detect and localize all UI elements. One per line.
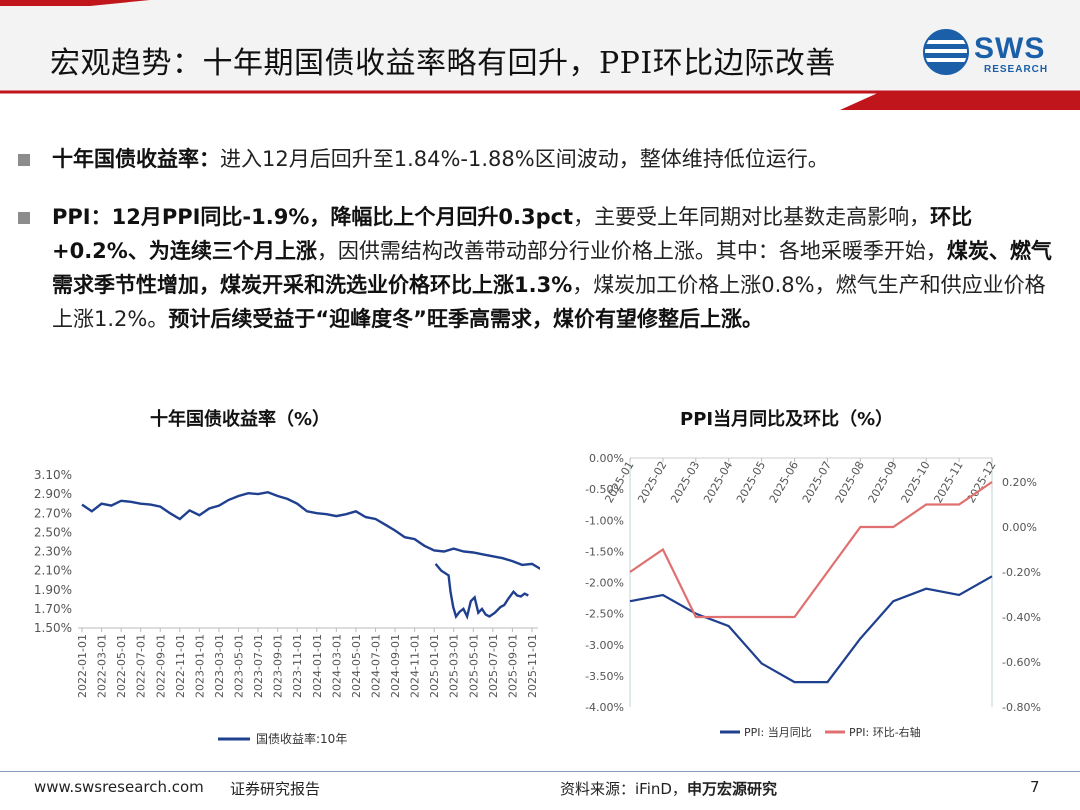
x-tick-label: 2023-01-01: [193, 634, 206, 698]
y-right-tick-label: -0.80%: [1002, 701, 1041, 714]
footer-website[interactable]: www.swsresearch.com: [34, 778, 204, 796]
y-right-tick-label: 0.20%: [1002, 476, 1037, 489]
sws-globe-icon: [923, 29, 969, 75]
x-tick-label: 2024-05-01: [350, 634, 363, 698]
bullet-marker: [18, 212, 30, 224]
chart-ppi: 0.00% -0.50% -1.00% -1.50% -2.00% -2.50% -3.00…: [585, 452, 1041, 739]
page-title: 宏观趋势：十年期国债收益率略有回升，PPI环比边际改善: [50, 46, 836, 81]
x-tick-label: 2024-11-01: [409, 634, 422, 698]
y-left-tick-label: -2.00%: [585, 577, 624, 590]
y-left-tick-label: -1.50%: [585, 545, 624, 558]
header-band: [0, 0, 1080, 110]
x-tick-label: 2022-05-01: [115, 634, 128, 698]
bullet-marker: [18, 154, 30, 166]
y-left-tick-label: -4.00%: [585, 701, 624, 714]
y-right-tick-label: -0.20%: [1002, 566, 1041, 579]
y-tick-label: 2.90%: [34, 487, 72, 501]
x-tick-label: 2024-09-01: [389, 634, 402, 698]
y-tick-label: 1.50%: [34, 621, 72, 635]
footer-source: 资料来源：iFinD，申万宏源研究: [560, 778, 777, 799]
bullet-head: PPI：12月PPI同比-1.9%，降幅比上个月回升0.3pct: [52, 205, 574, 229]
logo-text: SWS: [974, 32, 1046, 65]
x-tick-label: 2025-11-01: [526, 634, 539, 698]
x-tick-label: 2022-09-01: [154, 634, 167, 698]
bullet-ppi: PPI：12月PPI同比-1.9%，降幅比上个月回升0.3pct，主要受上年同期…: [18, 200, 1058, 336]
x-tick-label: 2023-07-01: [252, 634, 265, 698]
y-left-tick-label: 0.00%: [589, 452, 624, 465]
legend-label: 国债收益率:10年: [256, 731, 347, 746]
chart1-title: 十年国债收益率（%）: [150, 409, 331, 430]
y-right-tick-label: 0.00%: [1002, 521, 1037, 534]
footer-source-label: 资料来源：iFinD，: [560, 780, 687, 798]
bullet-emphasis: 环比+0.2%、为连续三个月上涨: [52, 205, 973, 263]
x-tick-label: 2025-07-01: [487, 634, 500, 698]
footer-line: [0, 771, 1080, 772]
x-tick-label: 2025-05-01: [467, 634, 480, 698]
bullet-head: 十年国债收益率：: [52, 147, 220, 171]
y-right-tick-label: -0.60%: [1002, 656, 1041, 669]
x-tick-label: 2023-09-01: [272, 634, 285, 698]
yield-line: [81, 490, 540, 571]
sws-logo: SWS RESEARCH: [922, 28, 1062, 78]
y-tick-label: 3.10%: [34, 468, 72, 482]
bullet-yield: 十年国债收益率：进入12月后回升至1.84%-1.88%区间波动，整体维持低位运…: [18, 142, 1058, 176]
y-right-tick-label: -0.40%: [1002, 611, 1041, 624]
x-tick-label: 2025-01-01: [428, 634, 441, 698]
bullet-text: ，因供需结构改善带动部分行业价格上涨。其中：各地采暖季开始，: [316, 239, 947, 263]
x-tick-label: 2023-05-01: [233, 634, 246, 698]
bullet-text: ，煤炭加工价格上涨0.8%，燃气生产和供应业价格上涨1.2%。: [52, 273, 1046, 331]
x-tick-label: 2024-03-01: [330, 634, 343, 698]
x-tick-label: 2024-01-01: [311, 634, 324, 698]
y-left-tick-label: -2.50%: [585, 608, 624, 621]
y-tick-label: 2.30%: [34, 545, 72, 559]
x-tick-label: 2025-10: [899, 459, 933, 505]
y-tick-label: 2.50%: [34, 525, 72, 539]
bullet-text: 进入12月后回升至1.84%-1.88%区间波动，整体维持低位运行。: [220, 147, 829, 171]
y-left-tick-label: -3.00%: [585, 639, 624, 652]
x-tick-label: 2022-11-01: [174, 634, 187, 698]
y-left-tick-label: -3.50%: [585, 670, 624, 683]
ppi-series-line-right: [629, 481, 993, 619]
x-tick-label: 2022-07-01: [135, 634, 148, 698]
x-tick-label: 2022-03-01: [96, 634, 109, 698]
x-tick-label: 2023-11-01: [291, 634, 304, 698]
x-tick-label: 2025-11: [931, 459, 965, 505]
y-tick-label: 2.70%: [34, 506, 72, 520]
yield-line-2025: [434, 563, 529, 621]
y-left-tick-label: -1.00%: [585, 514, 624, 527]
x-tick-label: 2023-03-01: [213, 634, 226, 698]
x-tick-label: 2025-05: [734, 459, 768, 505]
x-tick-label: 2022-01-01: [76, 634, 89, 698]
y-tick-label: 2.10%: [34, 564, 72, 578]
footer-source-bold: 申万宏源研究: [686, 780, 777, 798]
logo-sub: RESEARCH: [984, 64, 1049, 75]
y-tick-label: 1.90%: [34, 583, 72, 597]
chart2-title: PPI当月同比及环比（%）: [680, 409, 894, 430]
x-tick-label: 2025-09-01: [506, 634, 519, 698]
page-number: 7: [1030, 778, 1040, 796]
x-tick-label: 2025-02: [635, 459, 669, 505]
legend-label: PPI: 当月同比: [744, 725, 812, 739]
x-tick-label: 2025-08: [833, 459, 867, 505]
bullet-text: ，主要受上年同期对比基数走高影响，: [573, 205, 931, 229]
x-tick-label: 2025-03: [668, 459, 702, 505]
chart-bond-yield: 3.10% 2.90% 2.70% 2.50% 2.30% 2.10% 1.90% 1.70%…: [34, 468, 540, 746]
x-tick-label: 2024-07-01: [369, 634, 382, 698]
y-tick-label: 1.70%: [34, 602, 72, 616]
x-tick-label: 2025-06: [767, 459, 801, 505]
legend-label: PPI: 环比-右轴: [849, 725, 921, 739]
footer-report-type: 证券研究报告: [230, 780, 321, 798]
x-tick-label: 2025-07: [800, 459, 834, 505]
x-tick-label: 2025-09: [866, 459, 900, 505]
x-tick-label: 2025-03-01: [448, 634, 461, 698]
bullet-emphasis: 煤炭、燃气需求季节性增加，煤炭开采和洗选业价格环比上涨1.3%: [52, 239, 1052, 297]
x-tick-label: 2025-04: [701, 459, 735, 505]
bullet-emphasis: 预计后续受益于“迎峰度冬”旺季高需求，煤价有望修整后上涨。: [168, 307, 763, 331]
ppi-series-line-left: [629, 575, 993, 684]
y-left-tick-label: -0.50%: [585, 483, 624, 496]
